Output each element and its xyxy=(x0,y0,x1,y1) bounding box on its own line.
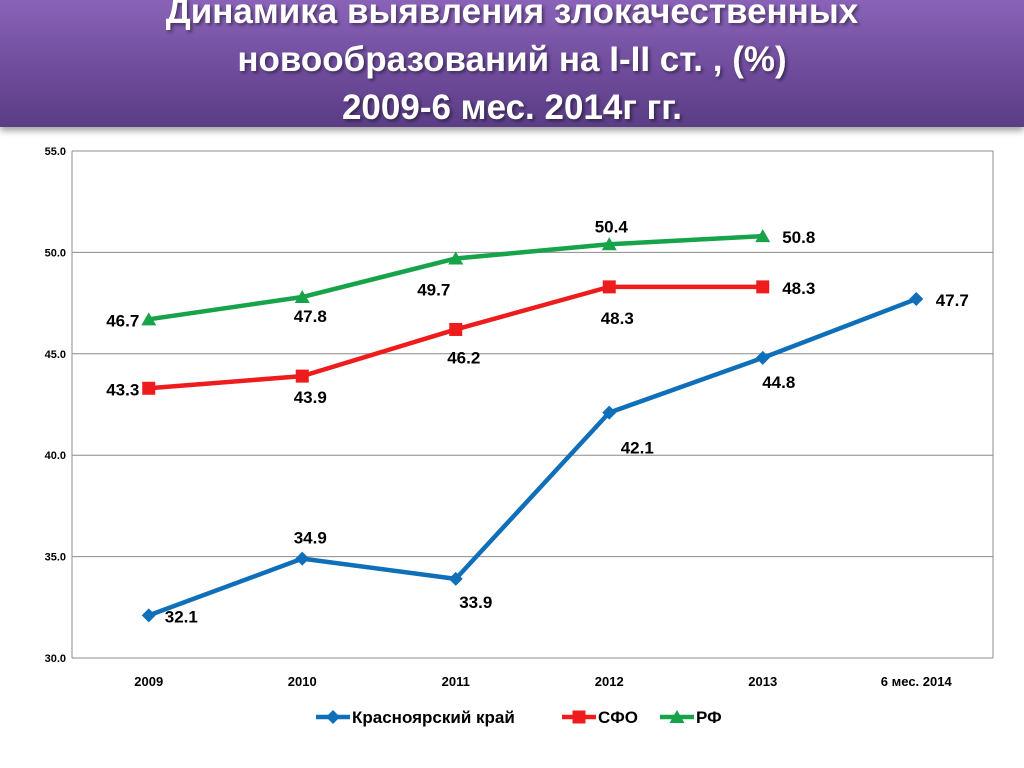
data-label: 47.7 xyxy=(936,291,969,310)
data-label: 48.3 xyxy=(601,309,634,328)
legend-item: СФО xyxy=(562,708,638,727)
y-tick-label: 55.0 xyxy=(45,146,66,158)
series-lines xyxy=(141,229,924,623)
x-tick-label: 2013 xyxy=(748,674,777,689)
data-point-diamond xyxy=(295,551,310,566)
title-line-3: 2009-6 мес. 2014г гг. xyxy=(341,88,683,127)
legend-label: РФ xyxy=(696,708,722,727)
x-tick-label: 2009 xyxy=(134,674,163,689)
data-label: 33.9 xyxy=(459,593,492,612)
x-tick-label: 2011 xyxy=(442,674,470,689)
slide-title: Динамика выявления злокачественных новоо… xyxy=(0,0,1024,127)
data-label: 50.8 xyxy=(782,228,815,247)
data-point-diamond xyxy=(909,292,924,307)
y-axis-ticks: 30.0 35.0 40.0 45.0 50.0 55.0 xyxy=(45,146,66,665)
data-point-square xyxy=(449,322,463,336)
data-point-triangle xyxy=(448,251,464,265)
y-tick-label: 30.0 xyxy=(45,653,66,665)
data-label: 47.8 xyxy=(294,307,327,326)
y-tick-label: 45.0 xyxy=(45,349,66,361)
series-line xyxy=(148,233,763,322)
gridlines xyxy=(71,150,994,659)
x-tick-label: 6 мес. 2014 xyxy=(881,674,953,689)
data-label: 46.7 xyxy=(106,311,139,330)
legend-marker xyxy=(669,710,685,723)
series-line xyxy=(148,284,763,391)
data-label: 49.7 xyxy=(417,280,450,299)
legend-item: РФ xyxy=(660,708,722,727)
title-banner: Динамика выявления злокачественных новоо… xyxy=(0,0,1024,127)
data-label: 48.3 xyxy=(782,279,815,298)
legend-label: Красноярский край xyxy=(352,708,515,727)
data-label: 43.9 xyxy=(294,388,327,407)
data-point-square xyxy=(602,280,616,294)
data-label: 46.2 xyxy=(447,348,480,367)
data-label: 34.9 xyxy=(294,529,327,548)
data-point-diamond xyxy=(141,608,156,623)
x-axis-ticks: 2009 2010 2011 2012 2013 6 мес. 2014 xyxy=(134,674,952,689)
legend-item: Красноярский край xyxy=(316,708,515,727)
title-line-2: новообразований на I-II ст. , (%) xyxy=(237,40,787,79)
y-tick-label: 50.0 xyxy=(45,247,66,259)
data-point-diamond xyxy=(602,405,617,420)
y-tick-label: 40.0 xyxy=(45,450,66,462)
data-point-square xyxy=(756,280,770,294)
data-point-triangle xyxy=(601,237,617,251)
legend-label: СФО xyxy=(598,708,638,727)
x-tick-label: 2012 xyxy=(595,674,624,689)
series-line xyxy=(147,296,918,618)
legend-marker xyxy=(326,710,340,724)
data-label: 44.8 xyxy=(762,373,795,392)
line-chart: 30.0 35.0 40.0 45.0 50.0 55.0 2009 2010 2011 201… xyxy=(45,146,994,727)
data-point-triangle xyxy=(755,229,771,243)
legend-marker xyxy=(572,710,586,724)
title-line-1: Динамика выявления злокачественных xyxy=(165,0,859,31)
data-label: 50.4 xyxy=(595,217,629,236)
data-labels: 32.1 34.9 33.9 42.1 44.8 47.7 43.3 43.9 46.2 48.3… xyxy=(106,217,969,626)
data-point-square xyxy=(295,369,309,383)
legend: Красноярский край СФО РФ xyxy=(316,708,722,727)
data-point-diamond xyxy=(755,350,770,365)
data-label: 43.3 xyxy=(106,380,139,399)
data-label: 42.1 xyxy=(621,439,654,458)
data-point-square xyxy=(142,381,156,395)
data-point-diamond xyxy=(448,571,463,586)
data-point-triangle xyxy=(141,312,157,326)
data-point-triangle xyxy=(294,290,310,304)
y-tick-label: 35.0 xyxy=(45,552,66,564)
x-tick-label: 2010 xyxy=(288,674,317,689)
data-label: 32.1 xyxy=(165,607,198,626)
